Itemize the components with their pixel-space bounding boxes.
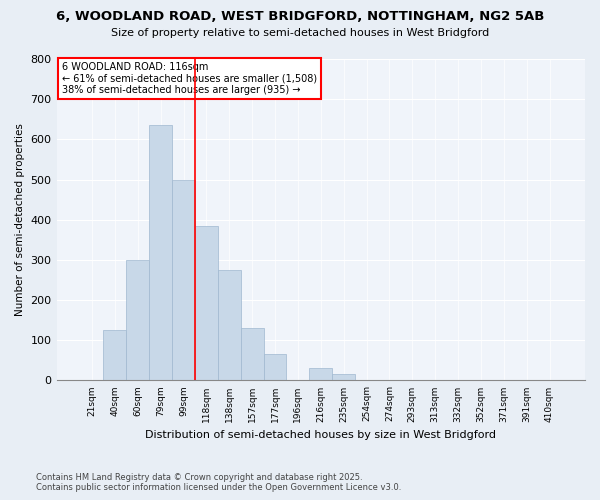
Text: Contains HM Land Registry data © Crown copyright and database right 2025.
Contai: Contains HM Land Registry data © Crown c… (36, 473, 401, 492)
Bar (332, 374, 355, 380)
Bar (195, 226, 218, 380)
Text: 6, WOODLAND ROAD, WEST BRIDGFORD, NOTTINGHAM, NG2 5AB: 6, WOODLAND ROAD, WEST BRIDGFORD, NOTTIN… (56, 10, 544, 23)
Text: 6 WOODLAND ROAD: 116sqm
← 61% of semi-detached houses are smaller (1,508)
38% of: 6 WOODLAND ROAD: 116sqm ← 61% of semi-de… (62, 62, 317, 96)
X-axis label: Distribution of semi-detached houses by size in West Bridgford: Distribution of semi-detached houses by … (145, 430, 496, 440)
Text: Size of property relative to semi-detached houses in West Bridgford: Size of property relative to semi-detach… (111, 28, 489, 38)
Y-axis label: Number of semi-detached properties: Number of semi-detached properties (15, 124, 25, 316)
Bar (172, 180, 195, 380)
Bar (218, 270, 241, 380)
Bar (263, 354, 286, 380)
Bar (310, 368, 332, 380)
Bar (127, 260, 149, 380)
Bar (103, 330, 127, 380)
Bar (241, 328, 263, 380)
Bar (149, 126, 172, 380)
